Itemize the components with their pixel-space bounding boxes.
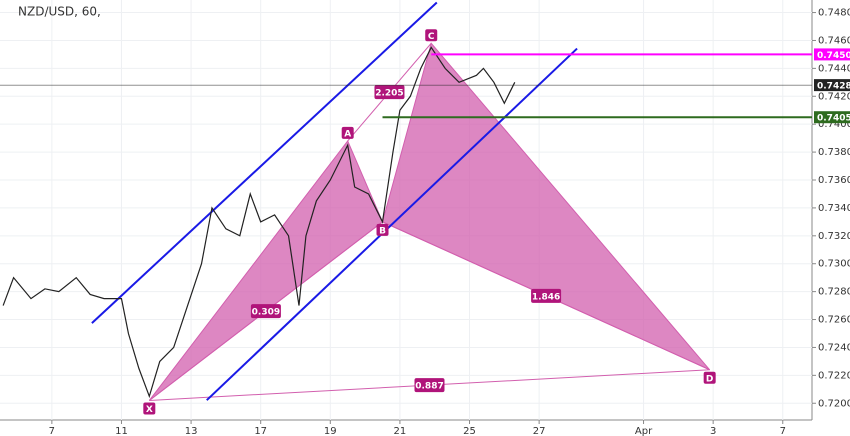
y-tick-label: 0.7460 [818,35,850,46]
ratio-box [250,304,281,319]
chart-title: NZD/USD, 60, [18,5,101,19]
ratio-label: 1.846 [532,292,560,302]
y-tick-label: 0.7420 [818,91,850,102]
y-tick-label: 0.7320 [818,231,850,242]
channel-line [91,1,438,324]
price-tag [814,79,850,92]
price-tag-label: 0.7405 [817,114,850,124]
x-tick-label: Apr [635,426,653,436]
y-tick-label: 0.7480 [818,8,850,19]
x-tick-label: 13 [185,426,198,436]
ratio-box [531,288,562,303]
ratio-label: 0.309 [252,308,280,318]
price-tag-label: 0.7428 [817,82,850,92]
ratio-box [414,378,445,393]
point-label: C [428,32,435,42]
y-tick-label: 0.7360 [818,175,850,186]
x-tick-label: 11 [115,426,128,436]
price-tag-label: 0.7450 [817,51,850,61]
point-box [376,223,389,236]
point-label: X [146,405,153,415]
channel-line [206,47,578,401]
ratio-label: 0.887 [415,382,443,392]
x-tick-label: 17 [254,426,267,436]
y-tick-label: 0.7340 [818,203,850,214]
x-tick-label: 19 [324,426,337,436]
point-box [341,126,354,139]
y-tick-label: 0.7220 [818,370,850,381]
y-tick-label: 0.7240 [818,342,850,353]
x-tick-label: 7 [780,426,786,436]
y-tick-label: 0.7380 [818,147,850,158]
x-tick-label: 3 [710,426,716,436]
point-label: A [344,129,351,139]
x-tick-label: 21 [394,426,407,436]
y-tick-label: 0.7300 [818,259,850,270]
y-tick-label: 0.7280 [818,287,850,298]
y-tick-label: 0.7260 [818,315,850,326]
ratio-box [374,85,405,100]
price-line [2,46,516,399]
ratio-label: 2.205 [375,89,403,99]
y-tick-label: 0.7400 [818,119,850,130]
point-box [143,402,156,415]
x-tick-label: 27 [533,426,546,436]
point-box [425,29,438,42]
marks: 0.309 2.205 1.846 0.887 X A B C D [0,1,812,415]
y-tick-label: 0.7200 [818,398,850,409]
x-tick-label: 7 [49,426,55,436]
y-tick-label: 0.7440 [818,63,850,74]
point-box [703,371,716,384]
price-tag [814,48,850,61]
point-label: D [706,374,713,384]
price-tag [814,111,850,124]
point-label: B [379,226,386,236]
x-tick-label: 25 [463,426,476,436]
